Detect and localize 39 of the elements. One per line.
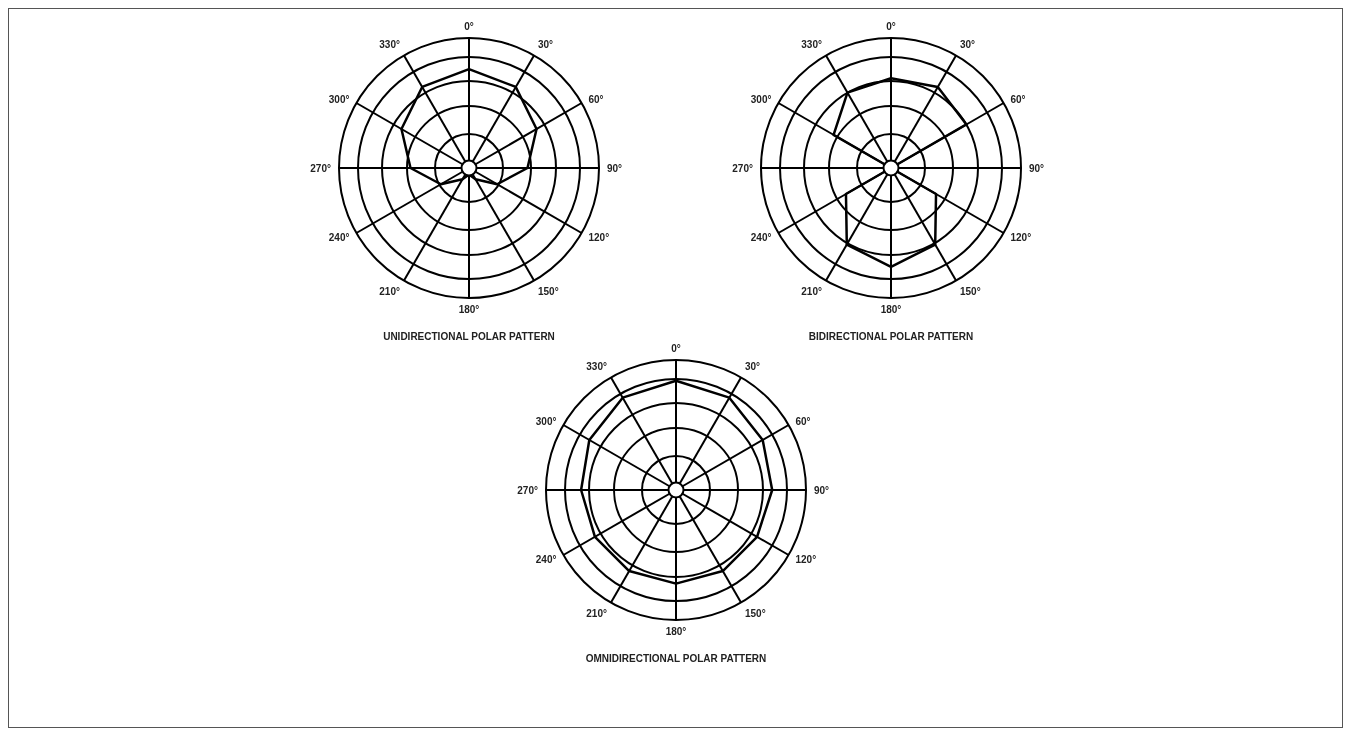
spoke-label: 30°: [538, 39, 554, 51]
spoke-label: 240°: [750, 231, 772, 243]
spoke-label: 90°: [607, 162, 623, 174]
spoke-label: 0°: [886, 21, 896, 32]
spoke-label: 180°: [880, 304, 902, 316]
spoke-label: 300°: [535, 415, 557, 427]
spoke-label: 0°: [464, 21, 474, 32]
spoke-label: 270°: [732, 162, 753, 174]
spoke-label: 150°: [538, 285, 559, 297]
spoke-label: 300°: [750, 93, 772, 105]
spoke-label: 180°: [665, 626, 687, 638]
spoke-label: 90°: [814, 484, 830, 496]
spoke-label: 60°: [588, 93, 604, 105]
spoke-label: 210°: [379, 285, 400, 297]
spoke-label: 150°: [960, 285, 981, 297]
spoke-label: 330°: [801, 39, 822, 51]
spoke-label: 30°: [960, 39, 976, 51]
spoke-label: 120°: [795, 553, 817, 565]
spoke-label: 240°: [535, 553, 557, 565]
text: UNIDIRECTIONAL POLAR PATTERN: [382, 331, 556, 342]
spoke-label: 300°: [328, 93, 350, 105]
spoke-label: 330°: [379, 39, 400, 51]
spoke-label: 270°: [310, 162, 331, 174]
spoke-label: 210°: [586, 607, 607, 619]
spoke-label: 0°: [671, 343, 681, 354]
spoke-label: 330°: [586, 361, 607, 373]
spoke-label: 270°: [517, 484, 538, 496]
spoke-label: 120°: [588, 231, 610, 243]
spoke-label: 60°: [795, 415, 811, 427]
spoke-label: 150°: [745, 607, 766, 619]
text: BIDIRECTIONAL POLAR PATTERN: [807, 331, 975, 342]
text: OMNIDIRECTIONAL POLAR PATTERN: [584, 653, 768, 664]
spoke-label: 90°: [1029, 162, 1045, 174]
spoke-label: 30°: [745, 361, 761, 373]
spoke-label: 240°: [328, 231, 350, 243]
spoke-label: 210°: [801, 285, 822, 297]
spoke-label: 120°: [1010, 231, 1032, 243]
spoke-label: 60°: [1010, 93, 1026, 105]
spoke-label: 180°: [458, 304, 480, 316]
